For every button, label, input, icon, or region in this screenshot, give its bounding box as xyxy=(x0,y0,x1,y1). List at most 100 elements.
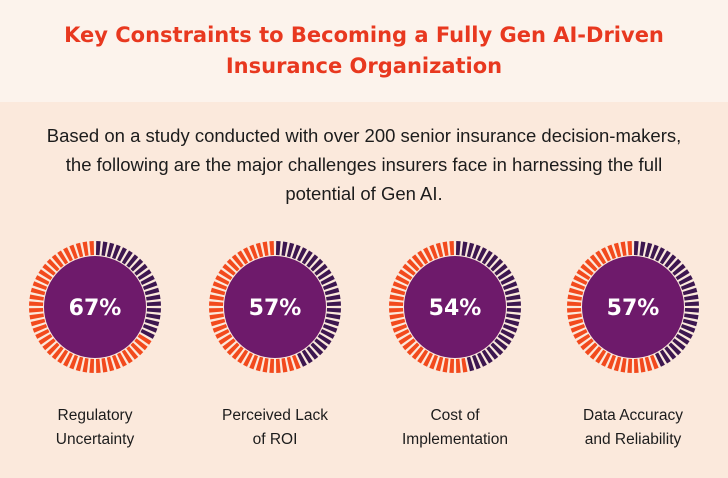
ring-segment-filled xyxy=(209,307,224,313)
ring-segment-filled xyxy=(46,342,60,356)
ring-segment-filled xyxy=(209,313,224,320)
intro-text: Based on a study conducted with over 200… xyxy=(46,125,682,204)
ring-center xyxy=(44,256,146,358)
ring-segment-empty xyxy=(324,287,340,296)
ring-segment-empty xyxy=(684,301,699,307)
ring-chart-3: 54% Cost of Implementation xyxy=(370,240,540,460)
ring-charts: 67% Regulatory Uncertainty 57% Perceived Lac… xyxy=(0,240,728,460)
ring-segment-empty xyxy=(455,241,461,256)
ring-segment-filled xyxy=(389,313,404,320)
ring-segment-empty xyxy=(678,275,693,285)
ring-segment-filled xyxy=(568,318,584,327)
ring-segment-filled xyxy=(210,318,226,327)
ring-segment-filled xyxy=(215,275,230,285)
page-title: Key Constraints to Becoming a Fully Gen … xyxy=(44,20,684,82)
ring-category-label: Cost of Implementation xyxy=(370,404,540,452)
ring-segment-empty xyxy=(633,241,639,256)
ring-segment-empty xyxy=(502,281,518,290)
ring-segment-empty xyxy=(504,287,520,296)
ring-segment-filled xyxy=(395,329,410,339)
ring-segment-filled xyxy=(395,275,410,285)
ring-segment-filled xyxy=(130,342,144,356)
ring-segment-filled xyxy=(417,349,429,364)
ring-value-label: 67% xyxy=(69,296,122,321)
ring-segment-filled xyxy=(639,358,646,373)
ring-segment-filled xyxy=(212,281,228,290)
ring-segment-filled xyxy=(29,294,44,301)
ring-segment-filled xyxy=(249,354,258,370)
ring-segment-filled xyxy=(75,356,84,372)
ring-segment-empty xyxy=(504,318,520,327)
ring-segment-filled xyxy=(69,354,78,370)
ring-segment-empty xyxy=(684,294,699,301)
ring-segment-empty xyxy=(494,263,508,276)
ring-segment-empty xyxy=(506,301,521,307)
ring-segment-filled xyxy=(442,241,449,256)
ring-segment-filled xyxy=(226,258,240,272)
ring-segment-filled xyxy=(57,349,69,364)
ring-segment-filled xyxy=(390,287,406,296)
ring-segment-filled xyxy=(210,287,226,296)
ring-segment-empty xyxy=(112,244,121,260)
ring-segment-empty xyxy=(306,254,319,268)
ring-segment-empty xyxy=(140,329,155,339)
ring-segment-filled xyxy=(29,301,44,307)
ring-segment-filled xyxy=(89,241,95,256)
ring-segment-empty xyxy=(672,338,686,351)
ring-segment-empty xyxy=(668,258,682,272)
ring-segment-filled xyxy=(209,301,224,307)
ring-segment-empty xyxy=(481,349,493,364)
ring-segment-filled xyxy=(218,333,233,345)
ring-segment-filled xyxy=(32,324,48,333)
ring-value-label: 54% xyxy=(429,296,482,321)
ring-segment-empty xyxy=(497,333,512,345)
ring-svg: 57% xyxy=(567,241,699,373)
ring-chart-4: 57% Data Accuracy and Reliability xyxy=(548,240,718,460)
ring-segment-empty xyxy=(682,287,698,296)
ring-segment-empty xyxy=(466,242,475,258)
ring-segment-empty xyxy=(146,307,161,313)
ring-segment-filled xyxy=(42,263,56,276)
ring-segment-filled xyxy=(281,358,288,373)
ring-segment-filled xyxy=(620,358,627,373)
ring-segment-filled xyxy=(222,338,236,351)
ring-segment-empty xyxy=(639,241,646,256)
ring-segment-filled xyxy=(392,324,408,333)
ring-segment-empty xyxy=(106,242,115,258)
ring-value-label: 57% xyxy=(607,296,660,321)
ring-value-label: 57% xyxy=(249,296,302,321)
ring-segment-empty xyxy=(326,307,341,313)
ring-segment-filled xyxy=(389,301,404,307)
ring-segment-filled xyxy=(95,358,101,373)
ring-segment-empty xyxy=(317,333,332,345)
ring-segment-filled xyxy=(212,324,228,333)
ring-segment-filled xyxy=(134,338,148,351)
ring-segment-empty xyxy=(502,324,518,333)
ring-segment-filled xyxy=(633,358,639,373)
ring-segment-filled xyxy=(243,352,253,367)
ring-segment-empty xyxy=(117,247,127,262)
ring-label-line-2: and Reliability xyxy=(584,431,682,448)
ring-segment-filled xyxy=(601,247,611,262)
ring-segment-filled xyxy=(42,338,56,351)
ring-segment-filled xyxy=(286,356,295,372)
ring-segment-filled xyxy=(82,358,89,373)
ring-segment-filled xyxy=(589,346,602,360)
ring-segment-filled xyxy=(29,307,44,313)
ring-label-line-1: Cost of xyxy=(430,407,480,424)
ring-segment-filled xyxy=(402,263,416,276)
ring-segment-empty xyxy=(326,294,341,301)
ring-segment-empty xyxy=(301,250,313,265)
ring-segment-filled xyxy=(226,342,240,356)
ring-segment-filled xyxy=(29,313,44,320)
ring-segment-empty xyxy=(297,247,307,262)
ring-segment-empty xyxy=(466,356,475,372)
ring-segment-filled xyxy=(584,342,598,356)
ring-segment-empty xyxy=(95,241,101,256)
ring-segment-filled xyxy=(57,250,69,265)
ring-segment-filled xyxy=(237,349,249,364)
ring-segment-empty xyxy=(506,307,521,313)
ring-segment-filled xyxy=(644,356,653,372)
ring-segment-empty xyxy=(481,250,493,265)
ring-label-line-2: Uncertainty xyxy=(55,431,135,448)
